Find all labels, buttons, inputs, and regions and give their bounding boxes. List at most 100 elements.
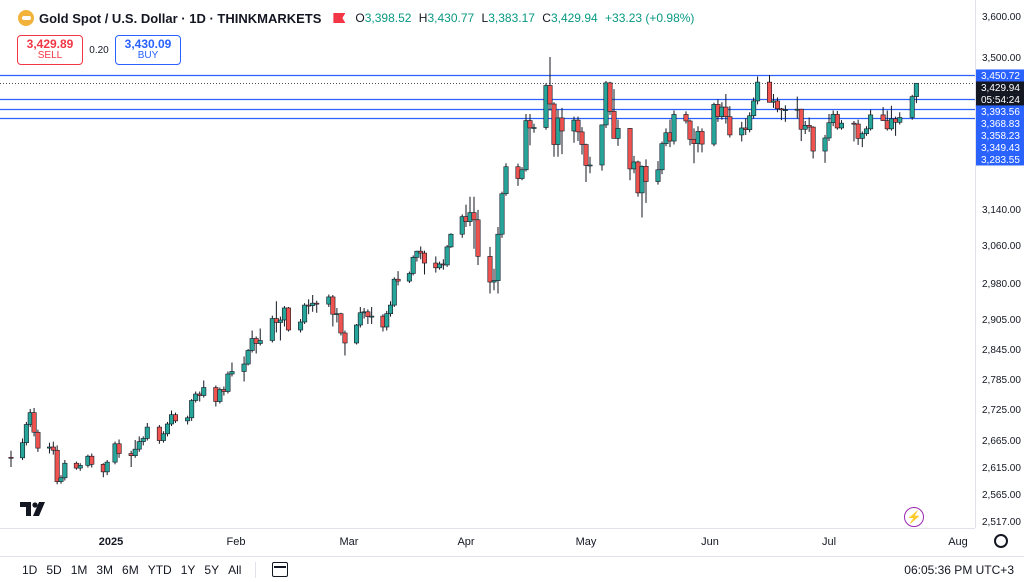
candle-71[interactable]	[414, 250, 420, 262]
candle-12[interactable]	[77, 463, 83, 471]
candle-123[interactable]	[699, 128, 705, 153]
candle-38[interactable]	[229, 362, 235, 377]
candle-131[interactable]	[747, 112, 753, 133]
candle-92[interactable]	[527, 114, 533, 146]
candle-136[interactable]	[774, 97, 780, 113]
price-label-4[interactable]: 3,368.83	[976, 117, 1024, 130]
range-button-6m[interactable]: 6M	[122, 562, 139, 577]
candle-108[interactable]	[615, 119, 621, 146]
candle-39[interactable]	[241, 356, 247, 382]
candle-103[interactable]	[587, 156, 593, 174]
candle-147[interactable]	[834, 110, 840, 130]
candle-104[interactable]	[599, 124, 605, 171]
candle-46[interactable]	[277, 316, 283, 341]
candle-67[interactable]	[391, 277, 397, 307]
chart-area[interactable]: Gold Spot / U.S. Dollar · 1D · THINKMARK…	[0, 0, 975, 528]
candle-87[interactable]	[499, 191, 505, 238]
candle-82[interactable]	[471, 196, 477, 249]
time-axis[interactable]: 2025 Feb Mar Apr May Jun Jul Aug	[0, 528, 975, 554]
candle-158[interactable]	[897, 112, 903, 125]
candle-63[interactable]	[369, 307, 375, 324]
candle-91[interactable]	[523, 114, 529, 172]
range-button-1m[interactable]: 1M	[70, 562, 88, 577]
candle-37[interactable]	[225, 371, 231, 394]
candle-95[interactable]	[547, 57, 553, 111]
range-button-all[interactable]: All	[228, 562, 242, 577]
candle-118[interactable]	[671, 110, 677, 145]
candle-10[interactable]	[62, 459, 68, 481]
sell-button[interactable]: 3,429.89 SELL	[17, 35, 83, 65]
range-button-5d[interactable]: 5D	[46, 562, 62, 577]
candle-88[interactable]	[503, 163, 509, 196]
candle-59[interactable]	[354, 324, 360, 345]
candle-48[interactable]	[285, 307, 291, 332]
candle-142[interactable]	[806, 117, 812, 132]
range-button-1y[interactable]: 1Y	[180, 562, 196, 577]
candle-107[interactable]	[611, 89, 617, 139]
candle-4[interactable]	[31, 408, 37, 437]
candle-85[interactable]	[491, 268, 497, 291]
candle-58[interactable]	[342, 330, 348, 356]
price-label-2[interactable]: 05:54:24	[976, 93, 1024, 106]
lightning-icon[interactable]: ⚡	[904, 507, 924, 527]
candle-16[interactable]	[104, 459, 110, 476]
range-button-ytd[interactable]: YTD	[147, 562, 172, 577]
candle-84[interactable]	[487, 246, 493, 294]
candle-115[interactable]	[659, 141, 665, 175]
candle-69[interactable]	[406, 271, 412, 283]
candle-7[interactable]	[50, 441, 56, 455]
clock[interactable]: 06:05:36 PM UTC+3	[904, 563, 1014, 577]
buy-button[interactable]: 3,430.09 BUY	[115, 35, 181, 65]
candle-9[interactable]	[58, 475, 64, 484]
candle-22[interactable]	[140, 436, 146, 446]
candle-86[interactable]	[495, 227, 501, 294]
candle-78[interactable]	[448, 233, 454, 248]
price-label-5[interactable]: 3,358.23	[976, 129, 1024, 142]
candle-146[interactable]	[830, 110, 836, 127]
candle-106[interactable]	[607, 81, 613, 115]
candle-114[interactable]	[655, 161, 661, 185]
candle-18[interactable]	[116, 439, 122, 458]
candle-79[interactable]	[459, 214, 465, 238]
tradingview-logo-icon[interactable]	[20, 500, 50, 518]
candle-25[interactable]	[160, 431, 166, 443]
candle-5[interactable]	[35, 429, 41, 452]
candle-101[interactable]	[579, 127, 585, 155]
candle-81[interactable]	[467, 196, 473, 227]
range-button-1d[interactable]: 1D	[22, 562, 38, 577]
candle-148[interactable]	[838, 120, 844, 130]
candle-33[interactable]	[201, 380, 207, 398]
candle-8[interactable]	[54, 445, 60, 485]
candle-83[interactable]	[475, 209, 481, 265]
candle-57[interactable]	[338, 312, 344, 336]
gear-icon[interactable]	[994, 534, 1008, 548]
candle-155[interactable]	[884, 110, 890, 131]
candle-70[interactable]	[410, 255, 416, 276]
candle-151[interactable]	[859, 131, 865, 148]
candle-50[interactable]	[302, 303, 308, 324]
symbol-title[interactable]: Gold Spot / U.S. Dollar · 1D · THINKMARK…	[39, 10, 322, 26]
candle-124[interactable]	[711, 102, 717, 147]
price-label-7[interactable]: 3,283.55	[976, 153, 1024, 166]
candle-60[interactable]	[357, 307, 363, 328]
candle-72[interactable]	[418, 246, 424, 260]
candle-143[interactable]	[810, 126, 816, 159]
candle-66[interactable]	[388, 301, 394, 317]
price-label-1[interactable]: 3,429.94	[976, 81, 1024, 94]
candle-144[interactable]	[822, 134, 828, 163]
candle-49[interactable]	[298, 319, 304, 333]
candle-1[interactable]	[20, 438, 26, 460]
candle-21[interactable]	[136, 436, 142, 452]
candle-150[interactable]	[855, 119, 861, 145]
candle-75[interactable]	[437, 261, 443, 270]
candle-129[interactable]	[739, 121, 745, 142]
candle-14[interactable]	[89, 453, 95, 468]
candle-157[interactable]	[893, 116, 899, 136]
candle-140[interactable]	[798, 108, 804, 142]
price-label-3[interactable]: 3,393.56	[976, 105, 1024, 118]
candle-127[interactable]	[723, 93, 729, 124]
candle-41[interactable]	[249, 330, 255, 353]
flag-icon[interactable]	[333, 13, 346, 23]
candle-152[interactable]	[863, 126, 869, 136]
candlestick-chart[interactable]	[0, 0, 975, 528]
